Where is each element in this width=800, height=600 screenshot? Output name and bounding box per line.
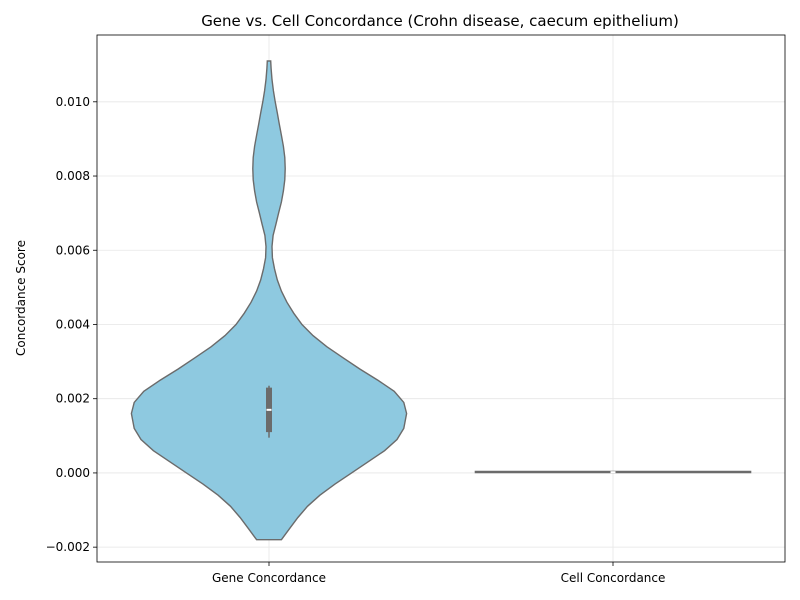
y-axis-ticks: −0.002 0.000 0.002 0.004 0.006 0.008 0.010 [46,95,97,554]
violins [130,60,752,541]
y-tick-label: 0.008 [56,169,90,183]
y-tick-label: 0.004 [56,317,90,331]
x-tick-label: Gene Concordance [212,571,326,585]
y-tick-label: −0.002 [46,540,90,554]
y-tick-label: 0.006 [56,243,90,257]
y-axis-label: Concordance Score [14,240,28,356]
y-tick-label: 0.002 [56,392,90,406]
violin-body [130,60,408,541]
y-tick-label: 0.010 [56,95,90,109]
y-tick-label: 0.000 [56,466,90,480]
x-axis-ticks: Gene Concordance Cell Concordance [212,562,665,585]
x-tick-label: Cell Concordance [561,571,666,585]
plot-frame [96,34,786,563]
chart-title: Gene vs. Cell Concordance (Crohn disease… [201,12,679,30]
